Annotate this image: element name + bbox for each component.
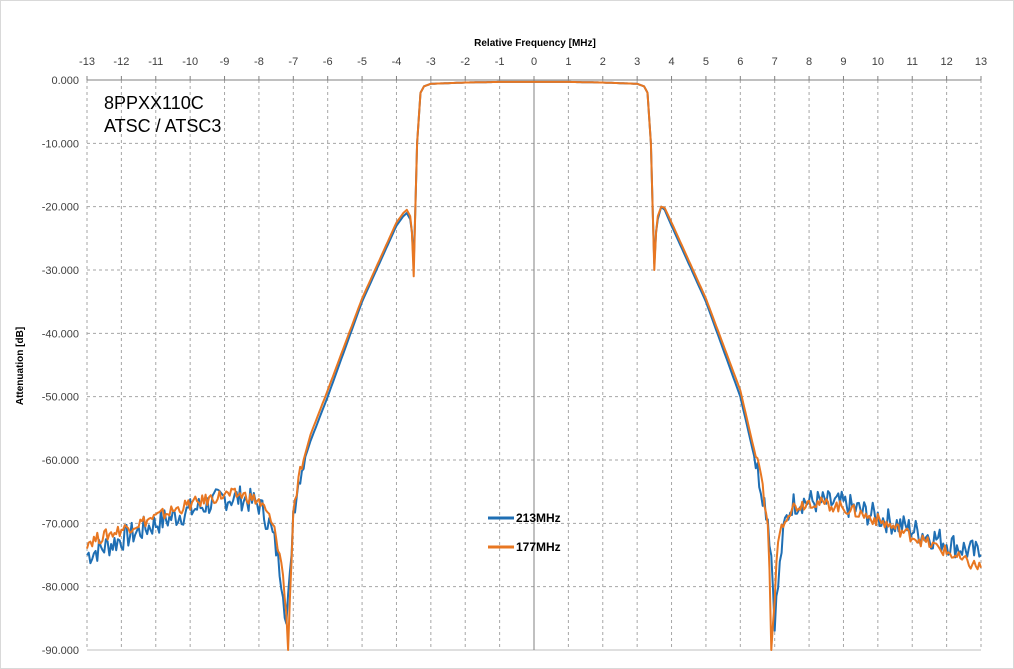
x-tick-label: 12 bbox=[940, 56, 952, 68]
x-tick-label: 4 bbox=[668, 56, 674, 68]
y-tick-label: -30.000 bbox=[42, 265, 79, 277]
x-tick-label: -7 bbox=[288, 56, 298, 68]
y-tick-label: -20.000 bbox=[42, 202, 79, 214]
series-line-177mhz bbox=[86, 80, 982, 651]
legend-label-177mhz: 177MHz bbox=[516, 540, 561, 554]
x-tick-label: -6 bbox=[323, 56, 333, 68]
x-tick-label: 0 bbox=[531, 56, 537, 68]
x-axis-title: Relative Frequency [MHz] bbox=[474, 38, 596, 49]
x-tick-label: 13 bbox=[975, 56, 987, 68]
y-tick-label: -10.000 bbox=[42, 138, 79, 150]
x-tick-label: -5 bbox=[357, 56, 367, 68]
axes: -13 -12 -11 -10 -9 -8 -7 -6 -5 -4 -3 -2 -1 0 1 2 3 4 5 6 7 8 9… bbox=[42, 56, 987, 657]
x-tick-label: 7 bbox=[772, 56, 778, 68]
series-lines bbox=[86, 80, 982, 651]
x-tick-label: 5 bbox=[703, 56, 709, 68]
y-tick-label: -40.000 bbox=[42, 328, 79, 340]
y-tick-label: -70.000 bbox=[42, 518, 79, 530]
x-tick-label: 3 bbox=[634, 56, 640, 68]
model-annotation: 8PPXX110C bbox=[104, 93, 204, 113]
x-tick-label: 10 bbox=[872, 56, 884, 68]
x-tick-label: -13 bbox=[79, 56, 95, 68]
legend-label-213mhz: 213MHz bbox=[516, 511, 561, 525]
y-tick-label: -50.000 bbox=[42, 392, 79, 404]
y-tick-label: -60.000 bbox=[42, 455, 79, 467]
x-tick-label: 1 bbox=[565, 56, 571, 68]
standard-annotation: ATSC / ATSC3 bbox=[104, 116, 221, 136]
x-tick-label: -1 bbox=[495, 56, 505, 68]
x-tick-label: -11 bbox=[148, 56, 163, 68]
x-tick-label: -9 bbox=[220, 56, 230, 68]
x-tick-label: 9 bbox=[840, 56, 846, 68]
x-tick-label: -12 bbox=[113, 56, 129, 68]
x-tick-label: -10 bbox=[182, 56, 198, 68]
legend: 213MHz 177MHz bbox=[488, 511, 561, 554]
x-tick-label: -4 bbox=[392, 56, 402, 68]
x-tick-label: -3 bbox=[426, 56, 436, 68]
x-tick-label: 6 bbox=[737, 56, 743, 68]
x-tick-label: 8 bbox=[806, 56, 812, 68]
x-tick-label: -2 bbox=[460, 56, 470, 68]
y-axis-title: Attenuation [dB] bbox=[15, 327, 26, 405]
x-tick-label: -8 bbox=[254, 56, 264, 68]
y-tick-label: -80.000 bbox=[42, 582, 79, 594]
x-tick-label: 2 bbox=[600, 56, 606, 68]
y-tick-label: -90.000 bbox=[42, 645, 79, 657]
x-tick-label: 11 bbox=[907, 56, 918, 68]
y-tick-label: 0.000 bbox=[51, 75, 79, 87]
